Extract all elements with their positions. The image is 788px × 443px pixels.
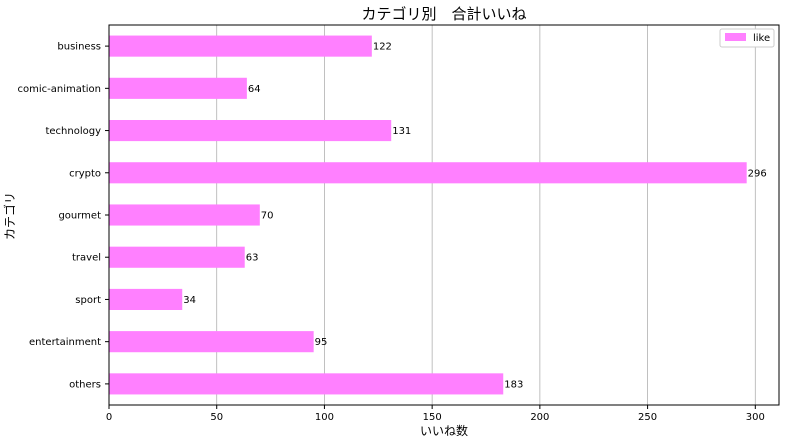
bar-others <box>109 373 504 395</box>
bars <box>109 35 747 395</box>
y-axis-ticks: business comic-animation technology crypto g… <box>17 42 109 390</box>
legend: like <box>719 28 775 48</box>
chart-title: カテゴリ別 合計いいね <box>361 5 526 23</box>
y-tick-label: gourmet <box>58 211 101 222</box>
legend-label: like <box>753 33 770 44</box>
y-tick-label: comic-animation <box>17 84 101 95</box>
data-label-crypto: 296 <box>748 168 767 179</box>
y-tick-label: crypto <box>69 168 101 179</box>
y-tick-label: others <box>69 379 101 390</box>
bar-business <box>109 35 372 57</box>
data-label-travel: 63 <box>246 253 259 264</box>
y-tick-label: entertainment <box>29 337 101 348</box>
data-label-sport: 34 <box>183 295 196 306</box>
bar-entertainment <box>109 331 314 353</box>
x-tick-label: 50 <box>210 412 223 423</box>
bar-gourmet <box>109 204 260 226</box>
bar-technology <box>109 120 392 142</box>
x-tick-label: 300 <box>746 412 765 423</box>
data-label-comic-animation: 64 <box>248 84 261 95</box>
y-axis-label: カテゴリ <box>2 192 17 240</box>
bar-crypto <box>109 162 747 184</box>
x-tick-label: 0 <box>106 412 112 423</box>
data-label-entertainment: 95 <box>315 337 328 348</box>
x-tick-label: 200 <box>530 412 549 423</box>
y-tick-label: travel <box>72 253 101 264</box>
x-axis-label: いいね数 <box>420 423 468 438</box>
y-tick-label: technology <box>45 126 101 137</box>
legend-swatch <box>725 33 746 41</box>
y-tick-label: sport <box>75 295 101 306</box>
bar-comic-animation <box>109 77 247 99</box>
data-labels: 122 64 131 296 70 63 34 95 183 <box>183 42 767 391</box>
bar-sport <box>109 288 183 310</box>
y-tick-label: business <box>57 42 101 53</box>
bar-travel <box>109 246 245 268</box>
x-tick-label: 100 <box>315 412 334 423</box>
data-label-business: 122 <box>373 42 392 53</box>
data-label-technology: 131 <box>392 126 411 137</box>
data-label-others: 183 <box>504 379 523 390</box>
x-tick-label: 250 <box>638 412 657 423</box>
x-tick-label: 150 <box>423 412 442 423</box>
data-label-gourmet: 70 <box>261 211 274 222</box>
x-axis-ticks: 0 50 100 150 200 250 300 <box>106 405 765 423</box>
